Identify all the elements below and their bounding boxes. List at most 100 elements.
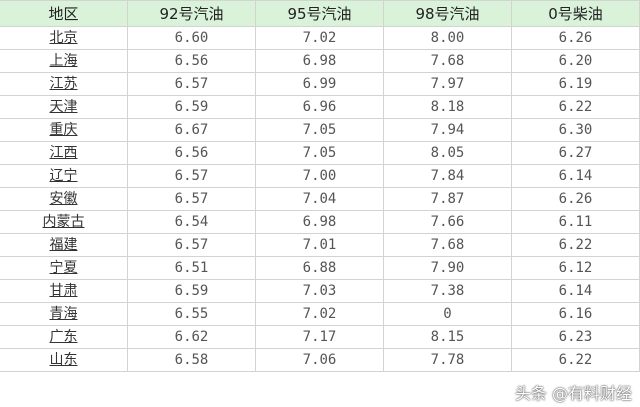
table-row: 辽宁 6.57 7.00 7.84 6.14 [0, 164, 640, 188]
price-cell: 6.55 [127, 302, 256, 326]
price-cell: 6.26 [511, 187, 640, 211]
region-cell: 天津 [0, 95, 128, 119]
price-cell: 7.01 [255, 233, 384, 257]
region-cell: 广东 [0, 325, 128, 349]
price-cell: 6.27 [511, 141, 640, 165]
region-cell: 山东 [0, 348, 128, 372]
price-cell: 7.02 [255, 26, 384, 50]
price-cell: 8.15 [383, 325, 512, 349]
region-link[interactable]: 江西 [49, 145, 78, 161]
region-cell: 内蒙古 [0, 210, 128, 234]
price-cell: 7.38 [383, 279, 512, 303]
region-link[interactable]: 福建 [49, 237, 78, 253]
price-cell: 0 [383, 302, 512, 326]
price-cell: 7.03 [255, 279, 384, 303]
price-cell: 7.06 [255, 348, 384, 372]
price-cell: 7.05 [255, 118, 384, 142]
table-row: 山东 6.58 7.06 7.78 6.22 [0, 348, 640, 372]
fuel-price-table: 地区 92号汽油 95号汽油 98号汽油 0号柴油 北京 6.60 7.02 8.00 6.26… [0, 0, 640, 372]
price-cell: 7.87 [383, 187, 512, 211]
price-cell: 6.22 [511, 348, 640, 372]
price-cell: 6.19 [511, 72, 640, 96]
region-link[interactable]: 重庆 [49, 122, 78, 138]
price-cell: 6.14 [511, 279, 640, 303]
region-cell: 辽宁 [0, 164, 128, 188]
region-link[interactable]: 广东 [49, 329, 78, 345]
price-cell: 6.51 [127, 256, 256, 280]
table-row: 江苏 6.57 6.99 7.97 6.19 [0, 72, 640, 96]
price-cell: 6.62 [127, 325, 256, 349]
region-cell: 重庆 [0, 118, 128, 142]
price-cell: 6.99 [255, 72, 384, 96]
region-cell: 上海 [0, 49, 128, 73]
price-cell: 6.26 [511, 26, 640, 50]
price-cell: 7.05 [255, 141, 384, 165]
column-header: 0号柴油 [511, 0, 640, 27]
price-cell: 6.67 [127, 118, 256, 142]
price-cell: 6.22 [511, 95, 640, 119]
region-link[interactable]: 安徽 [49, 191, 78, 207]
price-cell: 6.60 [127, 26, 256, 50]
price-cell: 6.57 [127, 164, 256, 188]
price-cell: 7.17 [255, 325, 384, 349]
price-cell: 6.56 [127, 141, 256, 165]
price-cell: 6.30 [511, 118, 640, 142]
price-cell: 6.96 [255, 95, 384, 119]
region-link[interactable]: 天津 [49, 99, 78, 115]
table-row: 青海 6.55 7.02 0 6.16 [0, 302, 640, 326]
watermark: 头条 @有料财经 [514, 384, 632, 403]
price-cell: 6.98 [255, 49, 384, 73]
price-cell: 7.68 [383, 233, 512, 257]
price-cell: 7.04 [255, 187, 384, 211]
price-cell: 6.11 [511, 210, 640, 234]
region-link[interactable]: 青海 [49, 306, 78, 322]
price-cell: 7.84 [383, 164, 512, 188]
price-cell: 6.59 [127, 95, 256, 119]
table-row: 福建 6.57 7.01 7.68 6.22 [0, 233, 640, 257]
table-row: 上海 6.56 6.98 7.68 6.20 [0, 49, 640, 73]
region-link[interactable]: 山东 [49, 352, 78, 368]
column-header: 98号汽油 [383, 0, 512, 27]
column-header: 95号汽油 [255, 0, 384, 27]
region-link[interactable]: 北京 [49, 30, 78, 46]
price-cell: 7.90 [383, 256, 512, 280]
price-cell: 6.14 [511, 164, 640, 188]
price-cell: 6.57 [127, 233, 256, 257]
region-link[interactable]: 甘肃 [49, 283, 78, 299]
region-link[interactable]: 内蒙古 [42, 214, 85, 230]
price-cell: 6.57 [127, 72, 256, 96]
region-link[interactable]: 辽宁 [49, 168, 78, 184]
price-cell: 7.94 [383, 118, 512, 142]
region-link[interactable]: 上海 [49, 53, 78, 69]
price-cell: 6.88 [255, 256, 384, 280]
price-cell: 7.00 [255, 164, 384, 188]
table-row: 北京 6.60 7.02 8.00 6.26 [0, 26, 640, 50]
region-link[interactable]: 宁夏 [49, 260, 78, 276]
column-header: 92号汽油 [127, 0, 256, 27]
price-cell: 6.59 [127, 279, 256, 303]
table-row: 重庆 6.67 7.05 7.94 6.30 [0, 118, 640, 142]
price-cell: 6.57 [127, 187, 256, 211]
table-header-row: 地区 92号汽油 95号汽油 98号汽油 0号柴油 [0, 0, 640, 27]
price-cell: 7.66 [383, 210, 512, 234]
region-cell: 福建 [0, 233, 128, 257]
region-cell: 江西 [0, 141, 128, 165]
region-cell: 江苏 [0, 72, 128, 96]
price-cell: 8.05 [383, 141, 512, 165]
price-cell: 7.02 [255, 302, 384, 326]
price-cell: 6.56 [127, 49, 256, 73]
region-link[interactable]: 江苏 [49, 76, 78, 92]
table-row: 宁夏 6.51 6.88 7.90 6.12 [0, 256, 640, 280]
table-row: 天津 6.59 6.96 8.18 6.22 [0, 95, 640, 119]
price-cell: 7.68 [383, 49, 512, 73]
region-cell: 青海 [0, 302, 128, 326]
price-cell: 8.00 [383, 26, 512, 50]
table-row: 江西 6.56 7.05 8.05 6.27 [0, 141, 640, 165]
region-cell: 北京 [0, 26, 128, 50]
price-cell: 6.98 [255, 210, 384, 234]
region-cell: 安徽 [0, 187, 128, 211]
price-cell: 7.97 [383, 72, 512, 96]
price-cell: 6.20 [511, 49, 640, 73]
table-row: 广东 6.62 7.17 8.15 6.23 [0, 325, 640, 349]
price-cell: 6.58 [127, 348, 256, 372]
